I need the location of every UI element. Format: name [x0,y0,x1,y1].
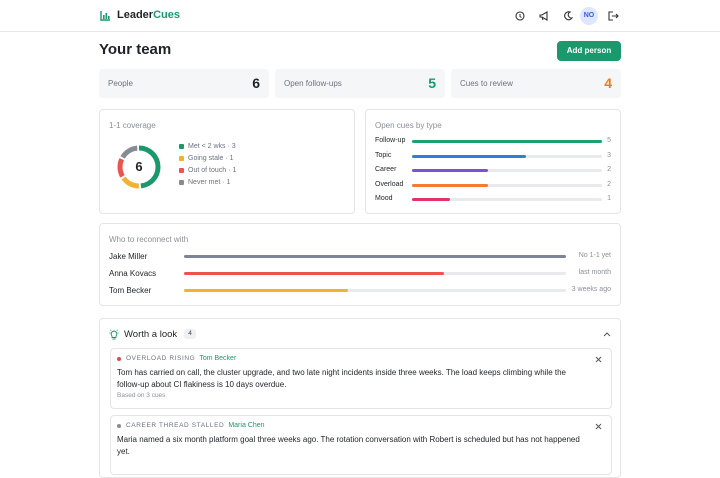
stat-card: Cues to review 4 [451,69,621,98]
legend-label: Going stale · 1 [188,155,234,162]
insight-text: Tom has carried on call, the cluster upg… [117,368,566,389]
insight-card: OVERLOAD RISING Tom Becker Tom has carried… [110,348,612,409]
cue-track [412,169,602,172]
recency-track [184,255,566,258]
stat-value: 4 [604,75,612,91]
stat-label: People [108,79,133,88]
theme-icon[interactable] [563,11,573,21]
page-title: Your team [99,41,172,58]
cue-value: 2 [607,180,611,188]
recency-bar [184,289,349,292]
announce-icon[interactable] [539,11,550,21]
stat-label: Cues to review [460,79,513,88]
cue-bar [412,169,488,172]
cue-label: Topic [375,151,392,159]
coverage-card: 1-1 coverage 6 Met < 2 wks · 3 Going stal… [99,109,355,214]
dismiss-icon[interactable] [595,423,602,430]
insight-person[interactable]: Tom Becker [199,355,237,362]
cue-label: Career [375,166,397,173]
insight-tag: CAREER THREAD STALLED Maria Chen [126,422,265,429]
stat-card: Open follow-ups 5 [275,69,445,98]
cue-label: Overload [375,180,404,188]
cue-bar [412,154,526,158]
cues-title: Open cues by type [375,121,442,130]
worth-card: Worth a look 4 OVERLOAD RISING Tom Becker… [99,318,621,478]
donut-segment [117,145,161,189]
avatar[interactable]: NO [580,7,598,25]
dismiss-glyph [595,423,602,430]
insight-text: Maria named a six month platform goal th… [117,435,580,456]
legend-swatch [179,168,184,173]
logo-icon [100,11,110,21]
cue-bar [412,140,602,143]
person-status: 3 weeks ago [571,286,611,293]
worth-title[interactable]: Worth a look [124,329,178,340]
recency-bar [184,272,444,275]
insight-footnote: Based on 3 cues [117,392,166,399]
cue-label: Mood [375,195,393,202]
stat-card: People 6 [99,69,269,98]
cue-track [412,140,602,143]
legend-swatch [179,144,184,149]
recency-track [184,289,566,292]
collapse-icon[interactable] [603,331,611,337]
donut-segment [117,145,161,189]
cue-track [412,198,602,201]
brand-main: Leader [117,9,154,21]
stat-value: 5 [428,75,436,91]
insight-tag-text: OVERLOAD RISING [126,355,196,362]
person-status: last month [578,269,611,276]
stat-value: 6 [252,75,260,91]
cues-card: Open cues by type Follow-up 5 Topic 3 Career… [365,109,621,214]
brand-accent: Cues [153,9,180,21]
cue-value: 3 [607,151,611,159]
insight-card: CAREER THREAD STALLED Maria Chen Maria nam… [110,415,612,475]
person-name[interactable]: Anna Kovacs [109,269,157,278]
logout-icon[interactable] [608,11,619,21]
recency-track [184,272,566,275]
add-person-button[interactable]: Add person [557,41,621,61]
brand[interactable]: LeaderCues [117,9,180,21]
cue-bar [412,198,450,201]
cue-value: 2 [607,166,611,173]
cue-label: Follow-up [375,137,406,144]
person-name[interactable]: Jake Miller [109,252,148,261]
tag-dot [117,424,121,428]
cue-track [412,183,602,187]
recency-bar [184,255,566,258]
legend-swatch [179,180,184,185]
cue-value: 5 [607,137,611,144]
bulb-icon [109,329,119,340]
legend-label: Never met · 1 [188,179,231,186]
cue-bar [412,183,488,187]
worth-count: 4 [184,329,196,339]
person-status: No 1-1 yet [578,252,611,259]
cue-value: 1 [607,195,611,202]
cue-track [412,154,602,158]
legend-label: Out of touch · 1 [188,167,237,174]
insight-tag-text: CAREER THREAD STALLED [126,422,225,429]
person-name[interactable]: Tom Becker [109,286,152,295]
dismiss-icon[interactable] [595,356,602,363]
reconnect-card: Who to reconnect with Jake Miller No 1-1 … [99,223,621,306]
reconnect-title: Who to reconnect with [109,235,189,244]
stat-label: Open follow-ups [284,79,342,88]
insight-person[interactable]: Maria Chen [228,422,265,429]
legend-swatch [179,156,184,161]
coverage-title: 1-1 coverage [109,121,156,130]
dismiss-glyph [595,356,602,363]
coverage-donut [117,145,161,189]
help-icon[interactable] [515,11,525,21]
legend-label: Met < 2 wks · 3 [188,143,236,150]
insight-tag: OVERLOAD RISING Tom Becker [126,355,236,362]
top-bar: LeaderCues NO [0,0,720,32]
coverage-total: 6 [135,159,143,174]
tag-dot [117,357,121,361]
